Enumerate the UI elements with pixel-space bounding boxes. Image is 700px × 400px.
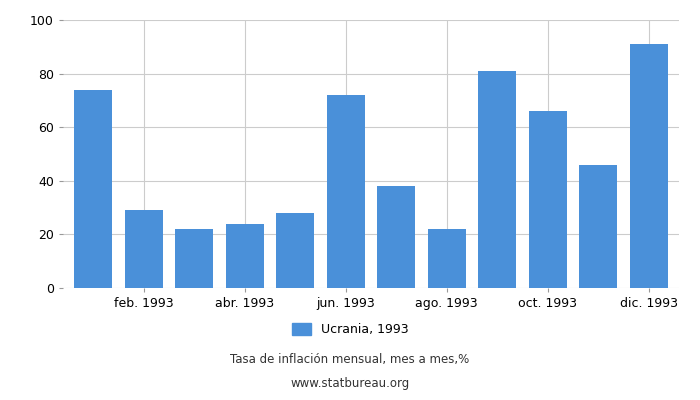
- Bar: [226, 224, 264, 288]
- Bar: [276, 213, 314, 288]
- Bar: [478, 71, 516, 288]
- Bar: [377, 186, 415, 288]
- Bar: [528, 111, 567, 288]
- Text: www.statbureau.org: www.statbureau.org: [290, 378, 410, 390]
- Legend: Ucrania, 1993: Ucrania, 1993: [287, 318, 413, 341]
- Bar: [74, 90, 112, 288]
- Bar: [630, 44, 668, 288]
- Bar: [327, 95, 365, 288]
- Bar: [125, 210, 162, 288]
- Bar: [175, 229, 214, 288]
- Bar: [580, 165, 617, 288]
- Bar: [428, 229, 466, 288]
- Text: Tasa de inflación mensual, mes a mes,%: Tasa de inflación mensual, mes a mes,%: [230, 354, 470, 366]
